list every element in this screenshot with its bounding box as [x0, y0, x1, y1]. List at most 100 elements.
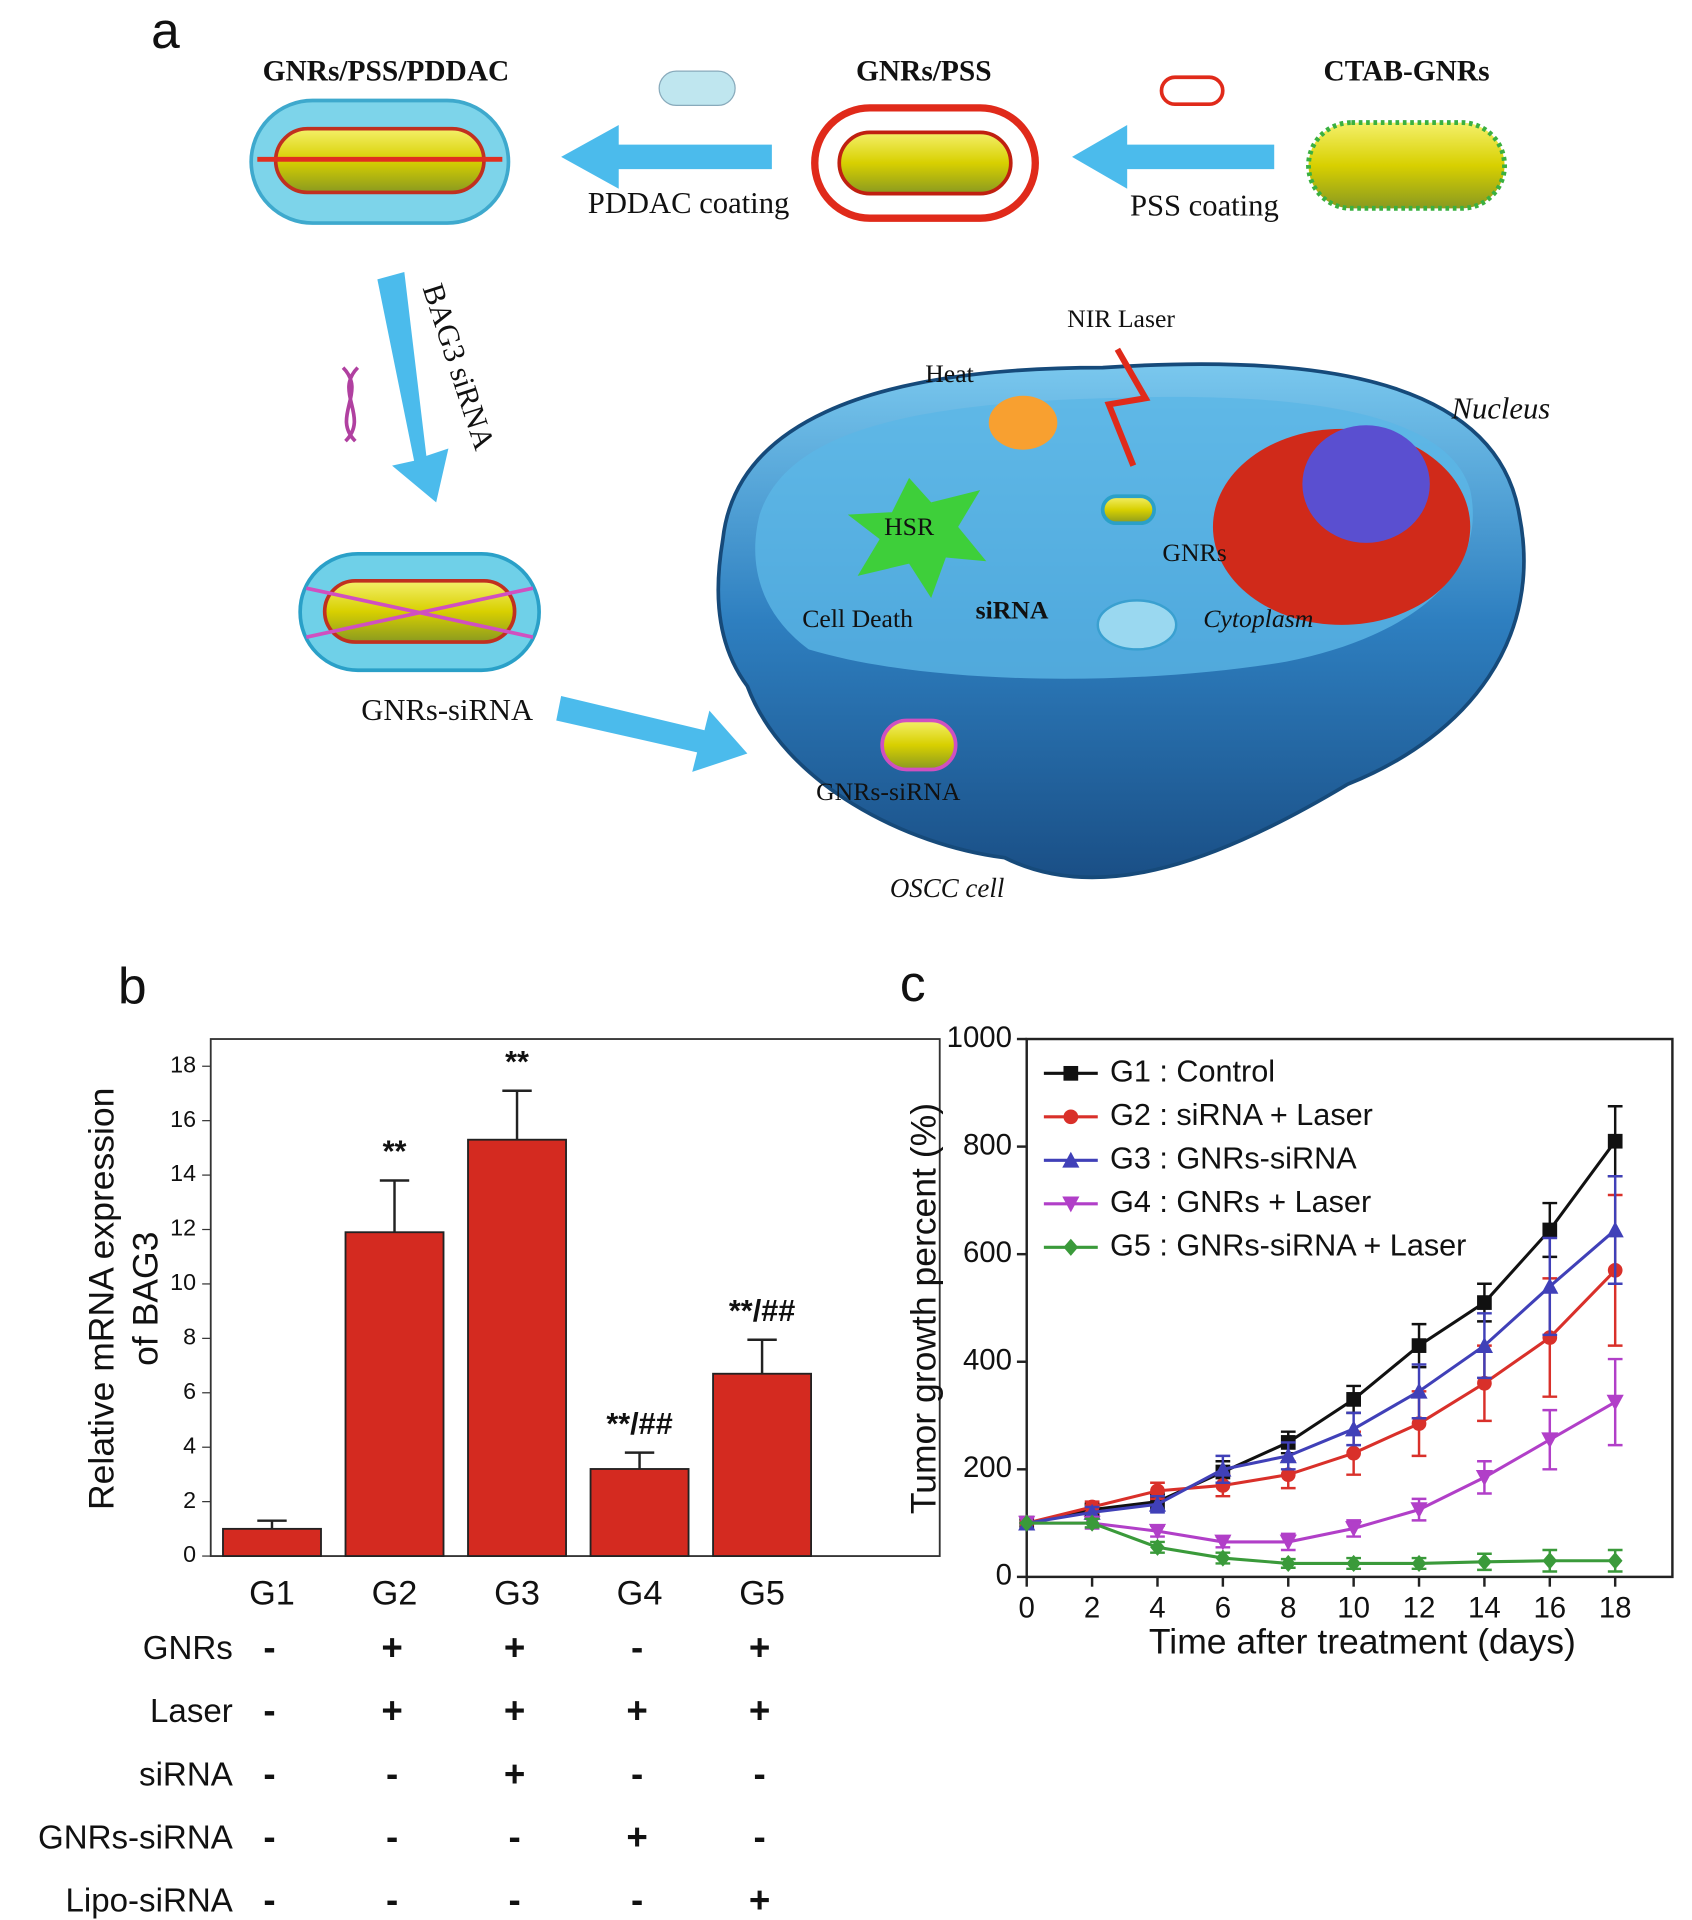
marker	[1475, 1470, 1493, 1486]
marker	[1606, 1221, 1624, 1238]
marker	[1345, 1420, 1363, 1437]
condition-symbol: -	[508, 1816, 520, 1857]
condition-symbol: -	[753, 1753, 765, 1794]
step-label: BAG3 siRNA	[416, 279, 502, 454]
condition-symbol: -	[263, 1879, 275, 1920]
significance-label: **/##	[606, 1407, 672, 1441]
legend-marker	[1062, 1151, 1080, 1168]
rod-label: GNRs/PSS/PDDAC	[263, 55, 510, 87]
cell-label: Cytoplasm	[1203, 604, 1313, 633]
product-label: GNRs-siRNA	[361, 693, 533, 727]
series-line	[1026, 1140, 1617, 1525]
marker	[1279, 1534, 1297, 1551]
marker	[1542, 1552, 1558, 1570]
marker	[1477, 1295, 1492, 1310]
y-axis-label: Relative mRNA expression	[82, 1088, 122, 1510]
x-tick-label: G4	[617, 1574, 663, 1612]
marker	[1346, 1445, 1361, 1461]
marker	[1150, 1483, 1165, 1499]
x-tick-label: G5	[739, 1574, 785, 1612]
y-tick-label: 400	[963, 1344, 1012, 1377]
plot-frame	[1025, 1037, 1674, 1579]
marker	[1280, 1554, 1296, 1573]
marker	[1214, 1534, 1232, 1551]
legend-label: G4 : GNRs + Laser	[1110, 1185, 1371, 1219]
marker	[1346, 1392, 1361, 1407]
marker	[1542, 1222, 1558, 1238]
bar	[222, 1527, 322, 1557]
x-tick-label: 4	[1149, 1592, 1165, 1625]
panel-label: c	[900, 954, 926, 1012]
condition-symbol: -	[386, 1753, 398, 1794]
marker	[1410, 1502, 1428, 1519]
condition-symbol: +	[381, 1627, 402, 1668]
y-tick-label: 1000	[947, 1021, 1012, 1054]
x-tick-label: 18	[1599, 1592, 1632, 1625]
y-tick-label: 4	[183, 1432, 196, 1458]
bar	[467, 1138, 567, 1557]
cell-label: Nucleus	[1451, 392, 1551, 426]
condition-symbol: -	[386, 1879, 398, 1920]
cell-label: HSR	[884, 512, 935, 541]
legend-label: G2 : siRNA + Laser	[1110, 1098, 1373, 1132]
step-label: PSS coating	[1130, 188, 1279, 222]
marker	[1148, 1523, 1167, 1540]
cell-label: Cell Death	[802, 604, 913, 633]
error-bar	[747, 1338, 777, 1374]
y-tick-label: 600	[963, 1236, 1012, 1269]
condition-symbol: +	[749, 1627, 770, 1668]
condition-symbol: -	[508, 1879, 520, 1920]
x-axis-label: Time after treatment (days)	[1149, 1622, 1576, 1662]
marker	[1279, 1447, 1297, 1464]
y-axis-label: of BAG3	[126, 1232, 166, 1366]
y-axis-label: Tumor growth percent (%)	[904, 1103, 944, 1514]
significance-label: **/##	[729, 1294, 795, 1328]
legend-marker	[1063, 1109, 1079, 1125]
x-tick-label: 2	[1084, 1592, 1100, 1625]
panel-label: a	[151, 1, 180, 59]
marker	[1214, 1460, 1232, 1477]
marker	[1607, 1552, 1623, 1570]
condition-symbol: -	[263, 1690, 275, 1731]
significance-label: **	[383, 1135, 407, 1169]
series-line	[1026, 1521, 1616, 1565]
error-bar	[624, 1451, 655, 1469]
series-line	[1026, 1269, 1617, 1525]
marker	[1541, 1432, 1559, 1449]
marker	[1477, 1553, 1492, 1571]
cell-label: GNRs-siRNA	[816, 777, 961, 806]
y-tick-label: 6	[183, 1378, 196, 1404]
y-tick-label: 800	[963, 1128, 1012, 1161]
condition-symbol: +	[749, 1879, 770, 1920]
marker	[1346, 1554, 1361, 1573]
marker	[1148, 1495, 1167, 1512]
y-tick-label: 8	[183, 1324, 196, 1350]
bar	[712, 1372, 813, 1557]
cell-label: GNRs	[1162, 538, 1226, 567]
marker	[1215, 1549, 1231, 1567]
condition-symbol: +	[626, 1816, 647, 1857]
error-bar	[502, 1089, 532, 1140]
condition-name: GNRs	[143, 1630, 233, 1667]
marker	[1280, 1467, 1296, 1483]
x-tick-label: 10	[1337, 1592, 1370, 1625]
y-tick-label: 12	[170, 1215, 196, 1241]
y-tick-label: 14	[170, 1160, 196, 1186]
rod-label: GNRs/PSS	[856, 55, 992, 87]
y-tick-label: 0	[996, 1559, 1012, 1592]
schematic-art	[249, 70, 1526, 880]
marker	[1607, 1133, 1623, 1149]
marker	[1411, 1338, 1427, 1353]
marker	[1475, 1337, 1493, 1353]
bar	[589, 1468, 690, 1557]
condition-symbol: -	[631, 1879, 643, 1920]
condition-symbol: -	[263, 1627, 275, 1668]
legend-marker	[1062, 1196, 1080, 1213]
marker	[1541, 1277, 1559, 1294]
x-tick-label: 0	[1019, 1592, 1035, 1625]
legend-marker	[1063, 1065, 1079, 1081]
x-tick-label: G3	[494, 1574, 540, 1612]
marker	[1083, 1503, 1101, 1520]
x-tick-label: 6	[1215, 1592, 1231, 1625]
x-tick-label: G2	[372, 1574, 418, 1612]
